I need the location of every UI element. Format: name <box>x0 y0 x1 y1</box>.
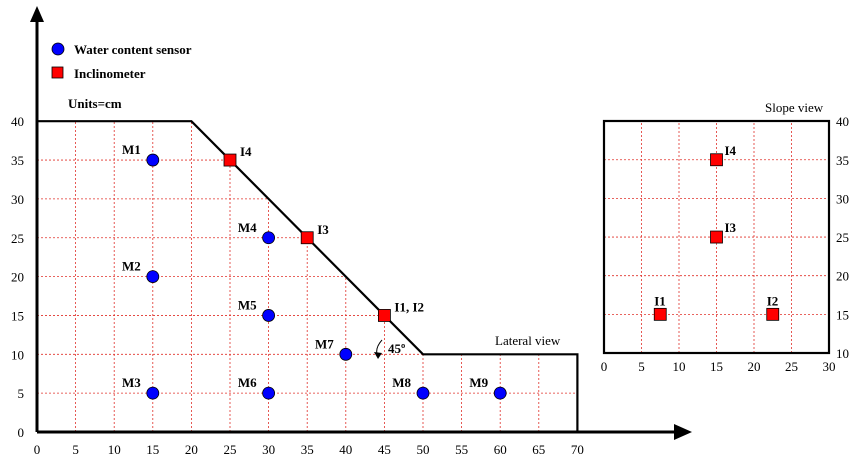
x-tick-label: 50 <box>417 442 430 457</box>
sensor-label: M9 <box>469 375 488 390</box>
lateral-grid <box>37 121 576 432</box>
inclinometer-marker <box>653 307 667 321</box>
water-sensor-m8 <box>416 386 430 400</box>
x-tick-label: 25 <box>224 442 237 457</box>
x-tick-label: 70 <box>571 442 584 457</box>
legend-inclinometer-label: Inclinometer <box>74 66 146 81</box>
inclinometer-marker <box>710 153 723 167</box>
water-sensor-m3 <box>146 386 160 400</box>
lateral-markers: M1 M2 M3 M4 M5 M6 M7 M8 M9 I4 I3 I1, I2 <box>122 142 507 400</box>
x-tick-label: 20 <box>748 359 761 374</box>
slope-y-ticks: 10 15 20 25 30 35 40 <box>836 114 849 361</box>
sensor-label: M6 <box>238 375 257 390</box>
water-sensor-m1 <box>146 153 160 167</box>
water-sensor-m4 <box>262 231 276 245</box>
x-tick-label: 20 <box>185 442 198 457</box>
legend-sensor-label: Water content sensor <box>74 42 192 57</box>
y-tick-label: 40 <box>836 114 849 129</box>
y-tick-label: 40 <box>11 114 24 129</box>
water-sensor-m6 <box>262 386 276 400</box>
sensor-label: M7 <box>315 336 334 351</box>
y-tick-label: 15 <box>11 308 24 323</box>
x-axis-arrow-icon <box>674 424 692 440</box>
y-tick-label: 35 <box>836 153 849 168</box>
inclinometer-label: I3 <box>725 220 737 235</box>
legend-sensor-marker <box>51 42 65 56</box>
inclinometer-marker <box>300 231 314 245</box>
lateral-y-ticks: 0 5 10 15 20 25 30 35 40 <box>11 114 24 440</box>
y-tick-label: 0 <box>18 425 25 440</box>
water-sensor-m7 <box>339 347 353 361</box>
units-label: Units=cm <box>68 96 122 111</box>
inclinometer-marker <box>710 230 723 244</box>
inclinometer-label: I1, I2 <box>394 299 424 314</box>
y-tick-label: 15 <box>836 307 849 322</box>
x-tick-label: 10 <box>673 359 686 374</box>
inclinometer-label: I4 <box>725 143 737 158</box>
inclinometer-marker <box>223 153 237 167</box>
slope-view-frame <box>602 119 831 355</box>
x-tick-label: 40 <box>339 442 352 457</box>
sensor-label: M1 <box>122 142 141 157</box>
sensor-label: M2 <box>122 259 141 274</box>
x-tick-label: 35 <box>301 442 314 457</box>
water-sensor-m5 <box>262 309 276 322</box>
inclinometer-marker <box>377 309 391 322</box>
y-tick-label: 10 <box>11 347 24 362</box>
inclinometer-label: I4 <box>240 144 252 159</box>
x-tick-label: 55 <box>455 442 468 457</box>
x-tick-label: 65 <box>532 442 545 457</box>
sensor-label: M3 <box>122 375 141 390</box>
x-tick-label: 10 <box>108 442 121 457</box>
x-tick-label: 30 <box>262 442 275 457</box>
legend-inclinometer-marker <box>51 66 64 79</box>
slope-x-ticks: 0 5 10 15 20 25 30 <box>601 359 836 374</box>
lateral-x-ticks: 0 5 10 15 20 25 30 35 40 45 50 55 60 65 70 <box>34 442 584 457</box>
x-tick-label: 5 <box>638 359 645 374</box>
x-tick-label: 5 <box>72 442 79 457</box>
slope-markers: I4 I3 I1 I2 <box>653 143 780 321</box>
y-tick-label: 25 <box>836 230 849 245</box>
y-tick-label: 20 <box>836 269 849 284</box>
inclinometer-label: I2 <box>767 293 779 308</box>
x-tick-label: 25 <box>785 359 798 374</box>
y-tick-label: 35 <box>11 153 24 168</box>
sensor-label: M5 <box>238 297 257 312</box>
x-tick-label: 15 <box>710 359 723 374</box>
lateral-view-label: Lateral view <box>495 333 561 348</box>
y-tick-label: 30 <box>836 191 849 206</box>
water-sensor-m2 <box>146 270 160 284</box>
inclinometer-marker <box>766 307 780 321</box>
water-sensor-m9 <box>493 386 507 400</box>
x-tick-label: 0 <box>34 442 41 457</box>
angle-label: 45º <box>388 341 405 356</box>
angle-arrow-icon <box>374 352 382 359</box>
sensor-label: M4 <box>238 220 257 235</box>
legend: Water content sensor Inclinometer <box>51 42 192 81</box>
y-tick-label: 25 <box>11 231 24 246</box>
x-tick-label: 60 <box>494 442 507 457</box>
y-tick-label: 10 <box>836 346 849 361</box>
sensor-label: M8 <box>392 375 411 390</box>
x-tick-label: 30 <box>823 359 836 374</box>
y-axis-arrow-icon <box>30 6 44 22</box>
y-tick-label: 30 <box>11 192 24 207</box>
x-tick-label: 15 <box>146 442 159 457</box>
inclinometer-label: I3 <box>317 222 329 237</box>
y-tick-label: 20 <box>11 270 24 285</box>
x-tick-label: 45 <box>378 442 391 457</box>
slope-view-label: Slope view <box>765 100 824 115</box>
slope-angle-annotation: 45º <box>374 339 405 359</box>
x-tick-label: 0 <box>601 359 608 374</box>
y-tick-label: 5 <box>18 386 25 401</box>
inclinometer-label: I1 <box>654 293 666 308</box>
